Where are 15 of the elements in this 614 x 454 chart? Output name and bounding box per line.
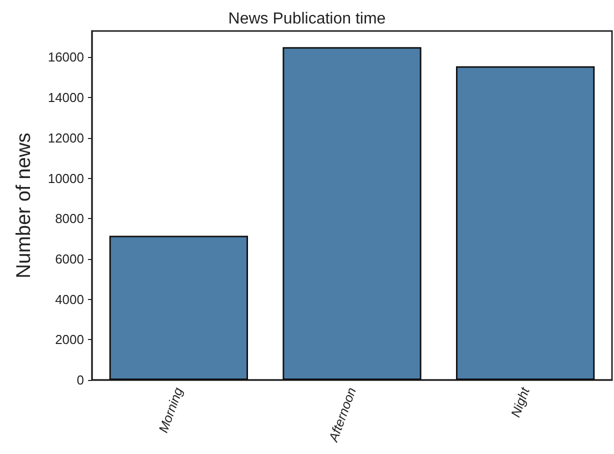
y-tick-label: 2000 bbox=[55, 332, 84, 348]
y-tick-label: 6000 bbox=[55, 251, 84, 266]
y-tick-label: 8000 bbox=[55, 211, 84, 226]
y-axis-title: Number of news bbox=[13, 132, 35, 278]
chart-title: News Publication time bbox=[228, 10, 386, 28]
y-tick-label: 4000 bbox=[55, 292, 84, 307]
y-tick-label: 16000 bbox=[48, 50, 84, 65]
x-tick-label: Night bbox=[508, 384, 533, 420]
y-tick-label: 10000 bbox=[48, 170, 84, 186]
y-tick-label: 14000 bbox=[48, 90, 84, 106]
bar bbox=[282, 47, 422, 380]
bar bbox=[109, 236, 248, 380]
y-tick-label: 12000 bbox=[48, 130, 84, 146]
y-tick-label: 0 bbox=[76, 372, 84, 388]
bar bbox=[456, 66, 595, 380]
